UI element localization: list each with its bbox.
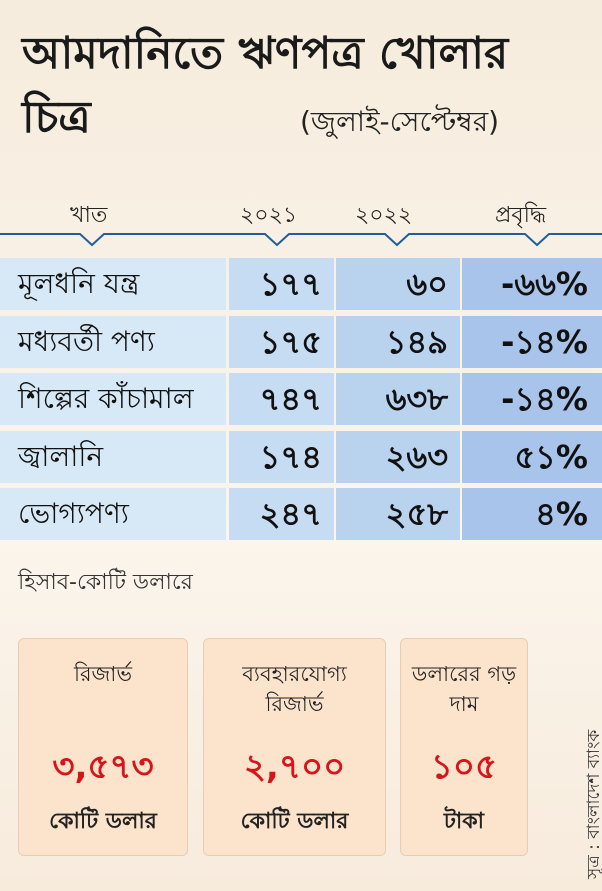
card: রিজার্ভ ৩,৫৭৩ কোটি ডলার <box>18 638 188 856</box>
card-label: ডলারের গড় দাম <box>411 662 517 716</box>
subtitle: (জুলাই-সেপ্টেম্বর) <box>300 105 500 138</box>
value-cell: ৬৩৮ <box>336 373 460 425</box>
card: ডলারের গড় দাম ১০৫ টাকা <box>400 638 528 856</box>
note: হিসাব-কোটি ডলারে <box>18 570 193 595</box>
card-label: ব্যবহারযোগ্য রিজার্ভ <box>242 662 347 716</box>
value-cell: ২৪৭ <box>229 488 334 540</box>
header-rule <box>0 233 602 247</box>
column-header: ২০২২ <box>355 203 413 228</box>
card-unit: টাকা <box>443 809 485 834</box>
value-cell: ১৭৭ <box>229 258 334 310</box>
column-header: খাত <box>70 203 108 228</box>
row-label: মূলধনি যন্ত্র <box>0 258 226 310</box>
value-cell: ২৫৮ <box>336 488 460 540</box>
value-cell: ১৪৯ <box>336 315 460 368</box>
source: সূত্র : বাংলাদেশ ব্যাংক <box>584 729 602 879</box>
value-cell: ১৭৫ <box>229 315 334 368</box>
card-value: ১০৫ <box>430 747 498 787</box>
row-label: জ্বালানি <box>0 430 226 483</box>
column-header: ২০২১ <box>240 203 298 228</box>
value-cell: ৪% <box>462 488 602 540</box>
value-cell: ৬০ <box>336 258 460 310</box>
value-cell: ২৬৩ <box>336 430 460 483</box>
value-cell: ৭৪৭ <box>229 373 334 425</box>
card: ব্যবহারযোগ্য রিজার্ভ ২,৭০০ কোটি ডলার <box>203 638 386 856</box>
value-cell: -১৪% <box>462 373 602 425</box>
card-unit: কোটি ডলার <box>240 809 349 834</box>
row-label: মধ্যবর্তী পণ্য <box>0 315 226 368</box>
card-value: ৩,৫৭৩ <box>52 747 154 787</box>
card-value: ২,৭০০ <box>243 747 346 787</box>
title: আমদানিতে ঋণপত্র খোলার চিত্র <box>22 28 509 143</box>
column-header: প্রবৃদ্ধি <box>495 203 547 228</box>
card-unit: কোটি ডলার <box>49 809 157 834</box>
card-label: রিজার্ভ <box>73 662 133 686</box>
value-cell: -৬৬% <box>462 258 602 310</box>
value-cell: ৫১% <box>462 430 602 483</box>
value-cell: -১৪% <box>462 315 602 368</box>
value-cell: ১৭৪ <box>229 430 334 483</box>
row-label: ভোগ্যপণ্য <box>0 488 226 540</box>
row-label: শিল্পের কাঁচামাল <box>0 373 226 425</box>
